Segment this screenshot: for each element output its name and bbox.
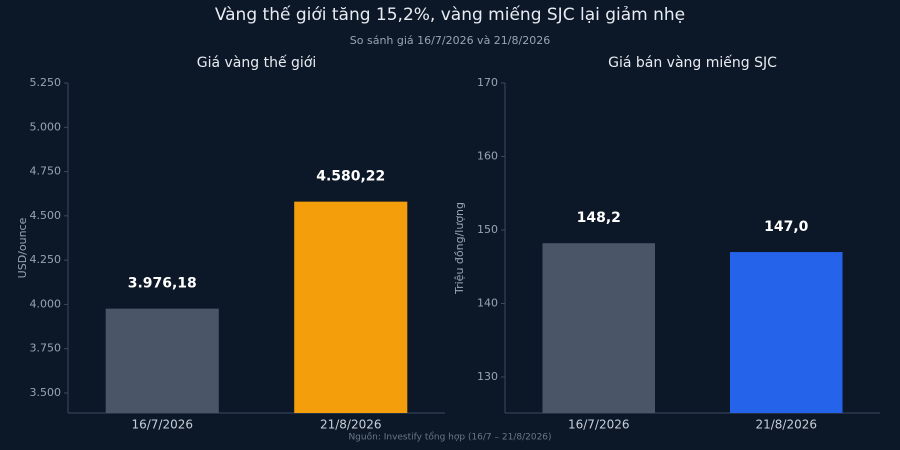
- y-axis-label: Triệu đồng/lượng: [453, 202, 466, 295]
- y-axis-label: USD/ounce: [16, 217, 29, 278]
- x-tick-label: 21/8/2026: [320, 418, 382, 432]
- chart-title: Giá vàng thế giới: [197, 54, 317, 71]
- bar: [105, 308, 219, 413]
- y-tick-label: 3.750: [30, 342, 62, 355]
- y-tick-label: 140: [477, 296, 498, 309]
- source: Nguồn: Investify tổng hợp (16/7 – 21/8/2…: [348, 432, 551, 443]
- y-tick-label: 4.750: [30, 165, 62, 178]
- y-tick-label: 160: [477, 149, 498, 162]
- y-tick-label: 4.000: [30, 297, 62, 310]
- bar: [294, 201, 408, 413]
- y-tick-label: 170: [477, 76, 498, 89]
- x-tick-label: 21/8/2026: [755, 418, 817, 432]
- value-label: 147,0: [764, 219, 809, 235]
- y-tick-label: 150: [477, 223, 498, 236]
- y-tick-label: 3.500: [30, 386, 62, 399]
- y-tick-label: 4.250: [30, 253, 62, 266]
- x-tick-label: 16/7/2026: [131, 418, 193, 432]
- page-title: Vàng thế giới tăng 15,2%, vàng miếng SJC…: [215, 4, 685, 25]
- value-label: 148,2: [577, 210, 621, 226]
- x-tick-label: 16/7/2026: [568, 418, 630, 432]
- bar: [730, 252, 843, 413]
- page-subtitle: So sánh giá 16/7/2026 và 21/8/2026: [350, 34, 550, 47]
- y-tick-label: 5.250: [30, 76, 62, 89]
- y-tick-label: 5.000: [30, 120, 62, 133]
- bar: [542, 243, 655, 413]
- value-label: 3.976,18: [128, 276, 197, 292]
- value-label: 4.580,22: [316, 169, 385, 185]
- y-tick-label: 130: [477, 370, 498, 383]
- y-tick-label: 4.500: [30, 209, 62, 222]
- chart-title: Giá bán vàng miếng SJC: [608, 54, 777, 71]
